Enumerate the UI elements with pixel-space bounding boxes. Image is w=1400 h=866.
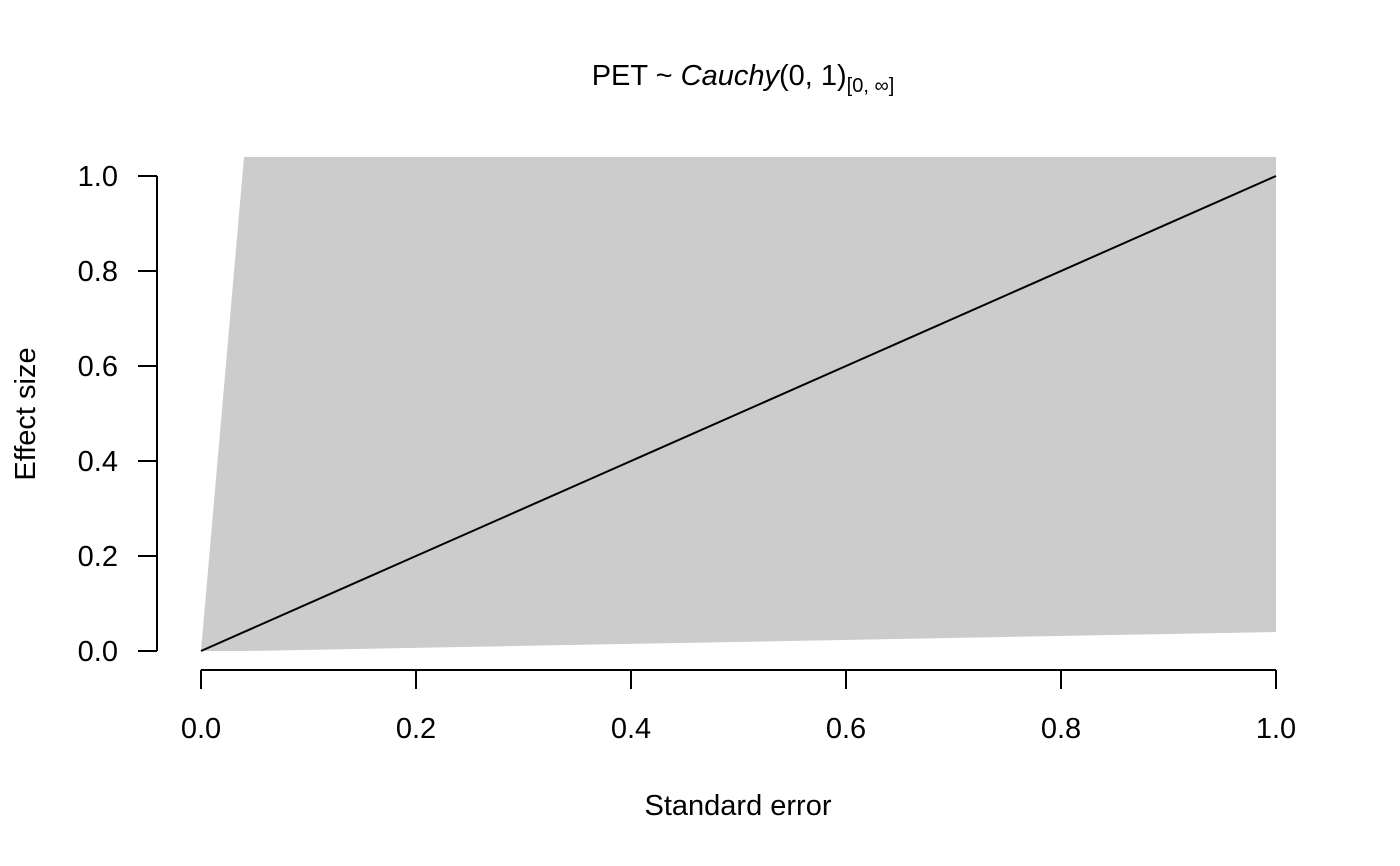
- x-tick-label: 0.0: [181, 713, 221, 745]
- x-tick-label: 0.8: [1041, 713, 1081, 745]
- y-tick-label: 1.0: [78, 161, 118, 193]
- axes: 0.0 0.2 0.4 0.6 0.8 1.0 0.0 0.2 0.4 0.6 0.8 1.0: [78, 161, 1296, 745]
- chart-title: PET ~ Cauchy(0, 1)[0, ∞]: [592, 60, 895, 97]
- chart-title-subscript: [0, ∞]: [847, 75, 895, 97]
- y-tick-label: 0.6: [78, 351, 118, 383]
- plot-area: [200, 157, 1277, 652]
- y-tick-label: 0.4: [78, 446, 118, 478]
- y-axis-title: Effect size: [10, 347, 42, 480]
- interval-band: [201, 157, 1276, 651]
- y-tick-label: 0.0: [78, 636, 118, 668]
- x-axis-title: Standard error: [645, 790, 832, 822]
- mean-line: [200, 175, 1277, 652]
- x-tick-label: 0.2: [396, 713, 436, 745]
- y-tick-label: 0.8: [78, 256, 118, 288]
- x-tick-label: 1.0: [1256, 713, 1296, 745]
- chart-title-args: (0, 1): [779, 60, 847, 92]
- x-tick-label: 0.4: [611, 713, 651, 745]
- y-tick-label: 0.2: [78, 541, 118, 573]
- chart-title-dist: Cauchy: [681, 60, 781, 92]
- x-tick-label: 0.6: [826, 713, 866, 745]
- chart-title-prefix: PET ~: [592, 60, 681, 92]
